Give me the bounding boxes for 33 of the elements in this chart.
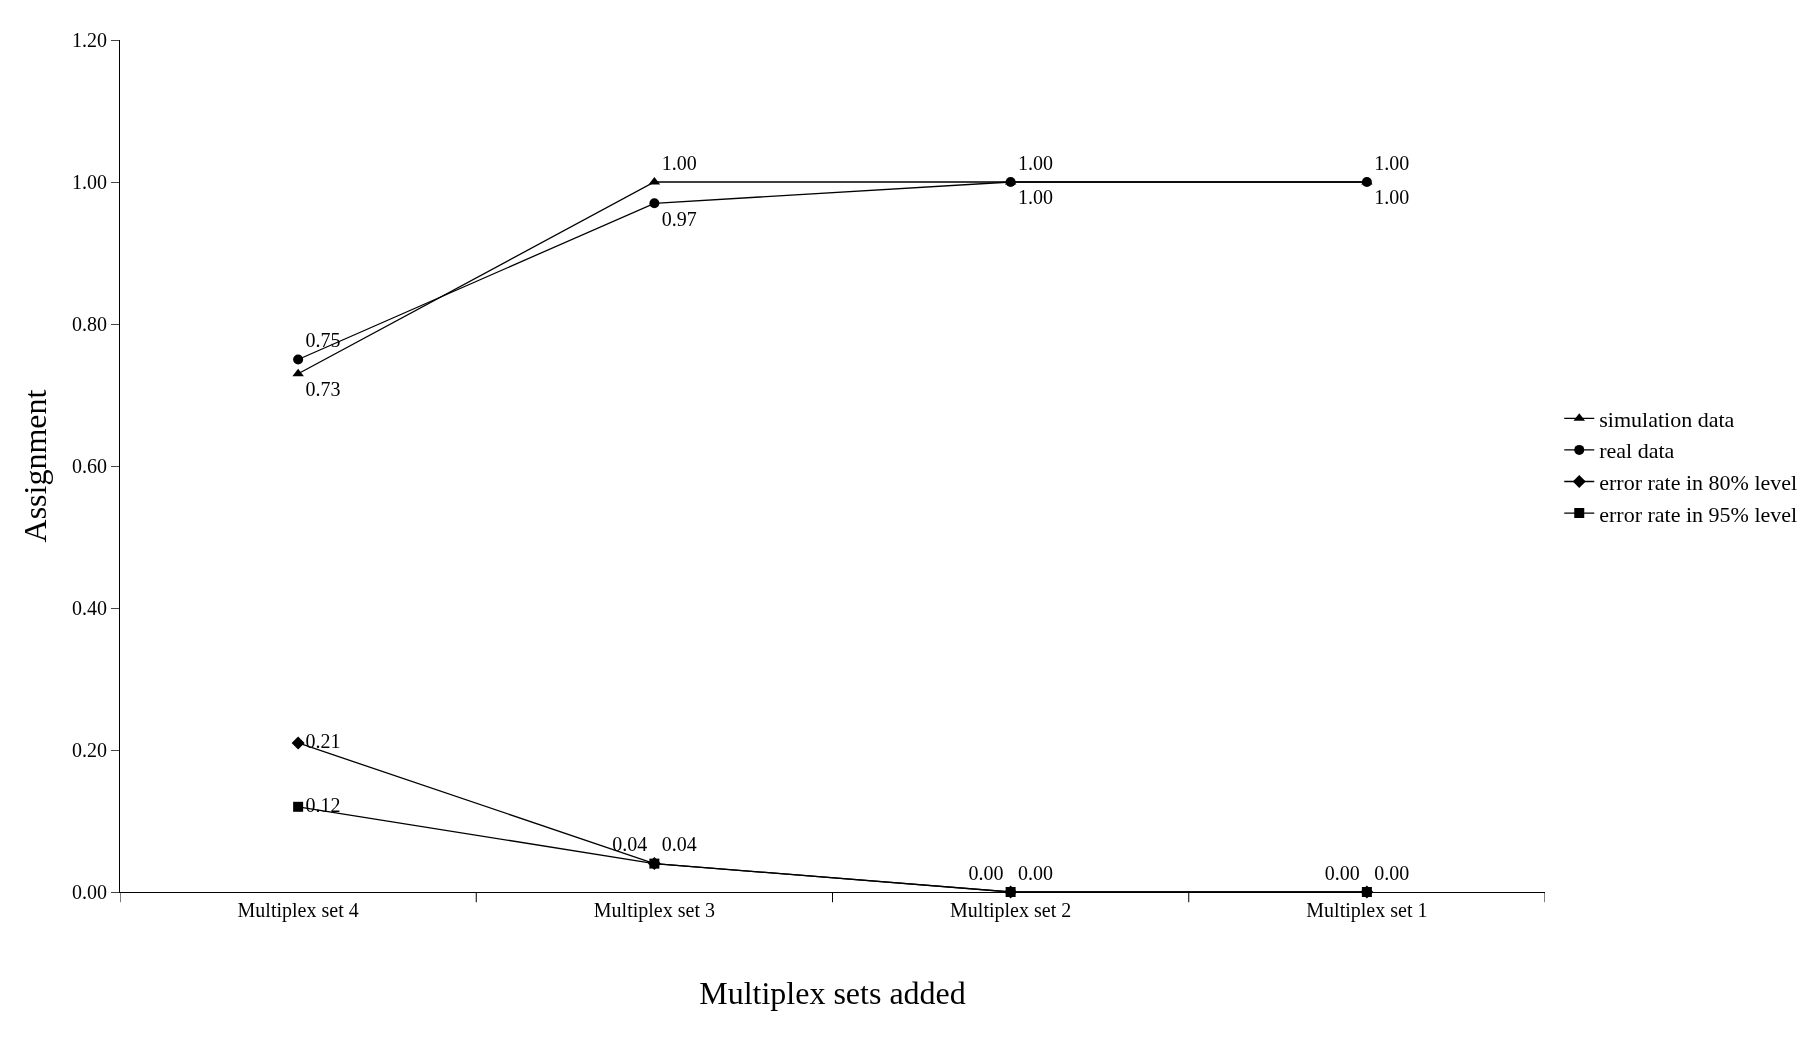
x-tick-label: Multiplex set 1 [1306, 899, 1428, 922]
y-tick-label: 0.60 [72, 455, 107, 477]
data-label: 0.12 [305, 793, 341, 816]
data-label: 0.00 [968, 861, 1004, 884]
y-axis-title: Assignment [17, 389, 54, 543]
y-tick-label: 0.20 [72, 739, 107, 761]
y-tick-label: 0.40 [72, 597, 107, 619]
x-tick-label: Multiplex set 4 [237, 899, 359, 922]
data-label: 1.00 [1017, 186, 1053, 209]
legend-label: real data [1599, 438, 1675, 464]
data-label: 0.00 [1017, 861, 1053, 884]
data-label: 0.04 [612, 833, 648, 856]
data-label: 0.73 [305, 377, 341, 400]
data-label: 0.00 [1374, 861, 1410, 884]
data-label: 0.75 [305, 329, 341, 352]
data-label: 1.00 [661, 151, 697, 174]
y-tick-label: 0.00 [72, 881, 107, 903]
data-label: 1.00 [1374, 186, 1410, 209]
x-axis-title: Multiplex sets added [699, 974, 966, 1011]
y-tick-label: 1.20 [72, 29, 107, 51]
data-label: 1.00 [1017, 151, 1053, 174]
y-tick-label: 0.80 [72, 313, 107, 335]
data-label: 0.04 [661, 833, 697, 856]
x-tick-label: Multiplex set 2 [950, 899, 1072, 922]
legend-label: simulation data [1599, 406, 1735, 432]
legend-label: error rate in 95% level [1599, 501, 1798, 527]
legend-label: error rate in 80% level [1599, 470, 1798, 496]
y-tick-label: 1.00 [72, 171, 107, 193]
data-label: 1.00 [1374, 151, 1410, 174]
data-label: 0.21 [305, 729, 341, 752]
x-tick-label: Multiplex set 3 [593, 899, 715, 922]
data-label: 0.00 [1324, 861, 1360, 884]
data-label: 0.97 [661, 207, 697, 230]
